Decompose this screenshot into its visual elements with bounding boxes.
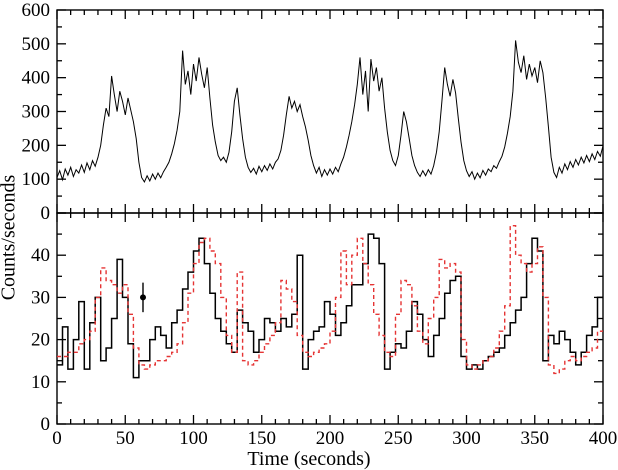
svg-text:0: 0 [41,414,51,435]
svg-text:20: 20 [31,330,50,351]
svg-text:600: 600 [22,0,51,21]
red-dashed-histogram [57,225,603,375]
svg-text:400: 400 [22,68,51,89]
svg-text:150: 150 [248,428,277,449]
high-resolution-light-curve [56,40,604,183]
svg-text:50: 50 [116,428,135,449]
svg-text:30: 30 [31,287,50,308]
svg-text:0: 0 [41,203,51,224]
svg-text:300: 300 [452,428,481,449]
x-axis-tick-labels: 0 50 100 150 200 250 300 350 400 [52,428,617,449]
svg-text:250: 250 [384,428,413,449]
svg-text:100: 100 [179,428,208,449]
top-panel-ytick-labels: 0 100 200 300 400 500 600 [22,0,51,224]
svg-text:0: 0 [52,428,62,449]
svg-text:300: 300 [22,102,51,123]
bottom-panel [56,212,604,425]
svg-text:400: 400 [589,428,618,449]
bottom-panel-ytick-labels: 0 10 20 30 40 [31,245,50,435]
svg-text:350: 350 [521,428,550,449]
svg-text:500: 500 [22,34,51,55]
data-point-marker [139,294,146,301]
error-bar-data-point [139,282,146,313]
black-solid-histogram [57,233,603,379]
svg-text:10: 10 [31,372,50,393]
svg-text:40: 40 [31,245,50,266]
top-panel [56,9,604,214]
y-axis-title: Counts/seconds [0,174,20,301]
x-axis-title: Time (seconds) [247,448,371,470]
svg-text:100: 100 [22,169,51,190]
svg-text:200: 200 [316,428,345,449]
svg-text:200: 200 [22,135,51,156]
